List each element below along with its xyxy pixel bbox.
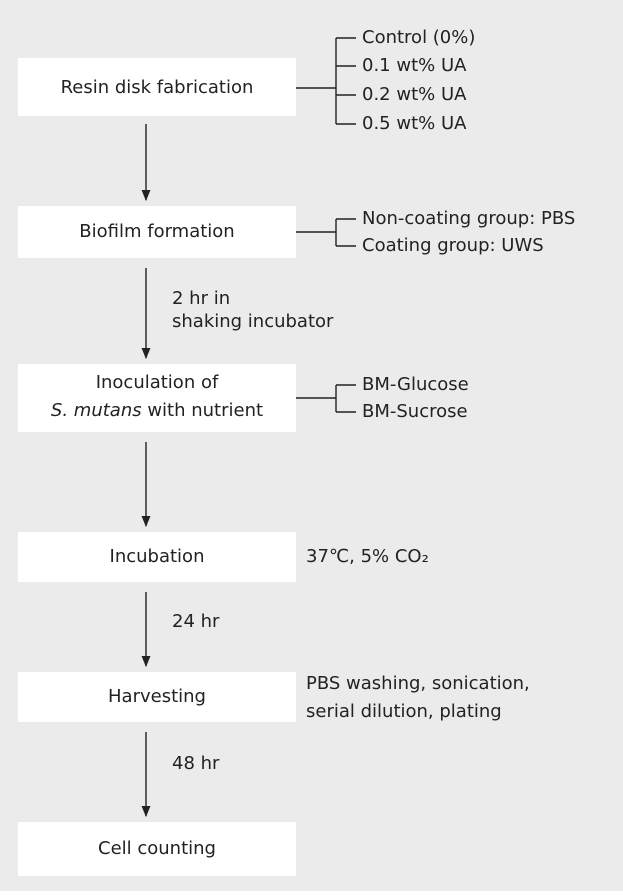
branch-label: Control (0%) <box>362 27 475 48</box>
step-label-part: with nutrient <box>142 400 263 421</box>
branch-label: BM-Sucrose <box>362 401 468 422</box>
step-box <box>18 364 296 432</box>
branch-bracket <box>296 37 356 125</box>
step-note: 37℃, 5% CO₂ <box>306 546 429 567</box>
branch-label: Coating group: UWS <box>362 235 544 256</box>
arrow-label: 2 hr in <box>172 288 230 309</box>
arrow-label: 48 hr <box>172 753 220 774</box>
branch-label: BM-Glucose <box>362 374 469 395</box>
branch-bracket <box>296 218 356 247</box>
step-note: PBS washing, sonication, <box>306 673 530 694</box>
step-label: Incubation <box>110 546 205 567</box>
step-label: Inoculation of <box>96 372 219 393</box>
species: S. mutans <box>51 400 142 421</box>
arrow-label: 24 hr <box>172 611 220 632</box>
step-label: Cell counting <box>98 838 216 859</box>
step-note: serial dilution, plating <box>306 701 502 722</box>
branch-bracket <box>296 384 356 413</box>
branch-label: 0.1 wt% UA <box>362 55 467 76</box>
step-label: Harvesting <box>108 686 206 707</box>
step-label: Resin disk fabrication <box>61 77 254 98</box>
arrow-label: shaking incubator <box>172 311 334 332</box>
step-label: Biofilm formation <box>79 221 234 242</box>
branch-label: Non-coating group: PBS <box>362 208 575 229</box>
branch-label: 0.2 wt% UA <box>362 84 467 105</box>
step-box <box>18 532 296 582</box>
step-box <box>18 672 296 722</box>
step-box <box>18 822 296 876</box>
step-label: S. mutans with nutrient <box>51 400 263 421</box>
step-box <box>18 206 296 258</box>
branch-label: 0.5 wt% UA <box>362 113 467 134</box>
step-box <box>18 58 296 116</box>
